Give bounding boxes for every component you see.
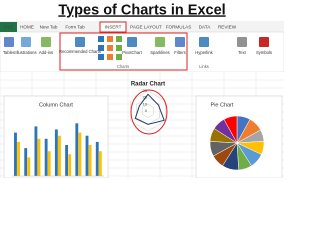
active-tab-box [99, 21, 127, 33]
ribbon-tab[interactable]: FORMULAS [166, 25, 192, 30]
chart-type-icon[interactable] [107, 36, 113, 42]
ribbon-button[interactable]: Text [238, 50, 247, 55]
button-icon [237, 37, 247, 47]
chart-type-icon[interactable] [98, 54, 104, 60]
button-icon [199, 37, 209, 47]
column-bar [65, 145, 69, 176]
charts-highlight [59, 32, 188, 71]
column-bar [44, 138, 48, 176]
radar-tick-label: 20 [143, 95, 148, 100]
column-bar [58, 135, 61, 176]
column-bar [37, 138, 41, 176]
ribbon-button[interactable]: Sparklines [150, 50, 170, 55]
ribbon-button[interactable]: Add-ins [39, 50, 53, 55]
chart-title: Radar Chart [131, 82, 165, 88]
ribbon-button[interactable]: PivotChart [122, 50, 142, 55]
radar-grid [141, 104, 155, 118]
chart-type-icon[interactable] [116, 54, 122, 60]
ribbon-tab[interactable]: REVIEW [218, 25, 237, 30]
ribbon-button[interactable]: Symbols [256, 50, 272, 55]
ribbon-tab[interactable]: PAGE LAYOUT [130, 25, 162, 30]
button-icon [127, 37, 137, 47]
radar-tick-label: 10 [143, 101, 148, 106]
column-bar [34, 126, 38, 176]
tab-bar [0, 21, 284, 32]
chart-title: Pie Chart [211, 102, 234, 108]
column-bar [54, 129, 58, 176]
ribbon-tab[interactable]: DATA [199, 25, 212, 30]
chart-type-icon[interactable] [98, 36, 104, 42]
chart-type-icon[interactable] [98, 45, 104, 51]
title-bar [0, 0, 284, 21]
column-bar [27, 157, 31, 176]
ribbon-button[interactable]: Tables [3, 50, 15, 55]
button-icon [155, 37, 165, 47]
ribbon-group-label: Charts [117, 64, 129, 69]
button-icon [21, 37, 31, 47]
ribbon-group-label: Links [199, 64, 209, 69]
ribbon-button[interactable]: Recommended Charts [59, 49, 101, 54]
chart-type-icon[interactable] [116, 36, 122, 42]
column-bar [24, 148, 28, 176]
ribbon-tab[interactable]: INSERT [105, 25, 122, 30]
page: {"header": {"title": "Types of Charts in… [0, 0, 284, 178]
ribbon-button[interactable]: Hyperlink [195, 50, 213, 55]
column-bar [85, 135, 89, 176]
ribbon-button[interactable]: Filters [174, 50, 185, 55]
column-bar [98, 151, 102, 176]
button-icon [75, 37, 85, 47]
button-icon [41, 37, 51, 47]
column-bar [75, 123, 79, 176]
pie-slice [223, 115, 238, 144]
column-bar [68, 154, 72, 176]
button-icon [175, 37, 185, 47]
ribbon-tab[interactable]: New Tab [40, 25, 58, 30]
ribbon-tab[interactable]: HOME [20, 25, 34, 30]
column-bar [95, 141, 99, 176]
ribbon-tab[interactable]: FILE [4, 25, 14, 30]
column-bar [88, 145, 92, 176]
screenshot: Types of Charts in Excel FILE HOME New Tab… [0, 0, 284, 178]
chart-title: Column Chart [39, 102, 73, 108]
radar-highlight [130, 89, 168, 135]
chart-type-icon[interactable] [107, 45, 113, 51]
column-bar [47, 151, 51, 176]
chart-type-icon[interactable] [107, 54, 113, 60]
column-bar [14, 132, 17, 176]
button-icon [4, 37, 14, 47]
ribbon-tab[interactable]: Form Tab [65, 25, 85, 30]
chart-type-icon[interactable] [116, 45, 122, 51]
file-tab-bg [0, 22, 17, 32]
ribbon-button[interactable]: Illustrations [15, 50, 36, 55]
page-title: Types of Charts in Excel [58, 2, 225, 18]
column-bar [78, 132, 82, 176]
radar-grid [130, 90, 166, 132]
radar-series [134, 93, 165, 125]
radar-tick-label: 0 [145, 108, 148, 113]
button-icon [259, 37, 269, 47]
column-bar [17, 141, 20, 176]
